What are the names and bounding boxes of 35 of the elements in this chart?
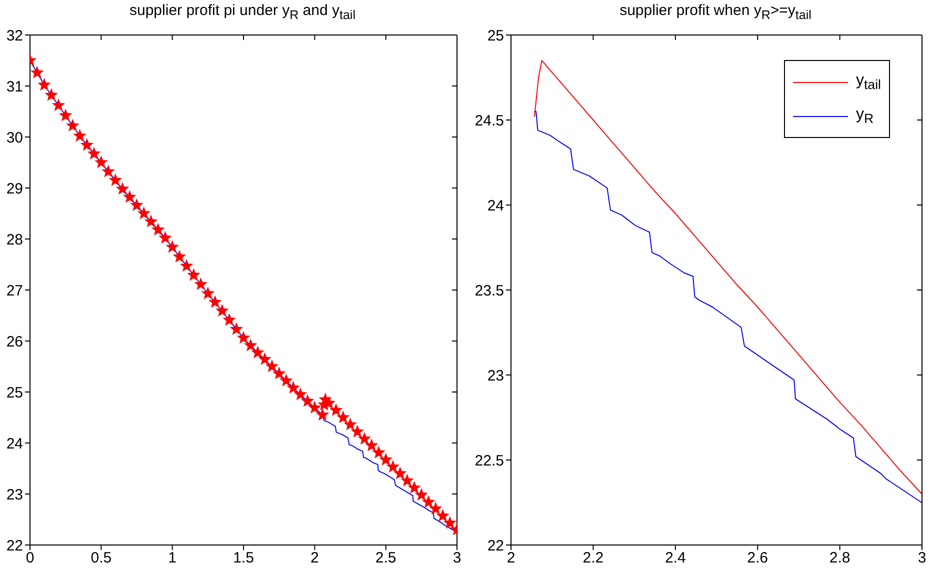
y-tick-label: 25	[6, 384, 23, 402]
x-tick-label: 3	[918, 550, 926, 567]
chart-title: supplier profit pi under y$_{R}$ and y$_{tail}$	[130, 2, 356, 22]
y-tick-label: 28	[6, 231, 23, 248]
x-tick-label: 2	[506, 550, 516, 567]
y-tick-label: 24	[6, 435, 23, 452]
legend-label: y$_{tail}$	[856, 72, 881, 92]
y-tick-label: 23	[487, 367, 504, 384]
x-tick-label: 2	[310, 550, 319, 567]
x-tick-label: 1	[168, 550, 177, 567]
x-tick-label: 2.4	[664, 550, 686, 567]
x-tick-label: 3	[452, 550, 462, 567]
y-tick-label: 25	[487, 27, 504, 44]
y-tick-label: 26	[6, 333, 23, 350]
y-tick-label: 23	[6, 486, 23, 504]
legend-label: y$_{R}$	[856, 106, 874, 126]
x-tick-label: 2.6	[747, 550, 768, 567]
y-tick-label: 22	[6, 537, 23, 554]
y-tick-label: 27	[6, 282, 23, 300]
y-tick-label: 31	[6, 78, 23, 96]
y-tick-label: 32	[6, 27, 23, 44]
x-tick-label: 0.5	[90, 550, 112, 567]
y-tick-label: 29	[6, 180, 23, 198]
chart-title: supplier profit when y$_{R}$>=y$_{tail}$	[620, 2, 812, 22]
x-tick-label: 2.5	[375, 550, 396, 567]
y-tick-label: 30	[6, 129, 23, 146]
x-tick-label: 1.5	[233, 550, 254, 567]
y-tick-label: 24.5	[474, 112, 504, 130]
x-tick-label: 2.8	[829, 550, 850, 567]
y-tick-label: 22.5	[474, 452, 504, 470]
x-tick-label: 0	[26, 550, 34, 567]
y-tick-label: 24	[487, 197, 504, 214]
y-tick-label: 22	[487, 537, 504, 554]
x-tick-label: 2.2	[582, 550, 604, 567]
y-tick-label: 23.5	[474, 282, 504, 300]
